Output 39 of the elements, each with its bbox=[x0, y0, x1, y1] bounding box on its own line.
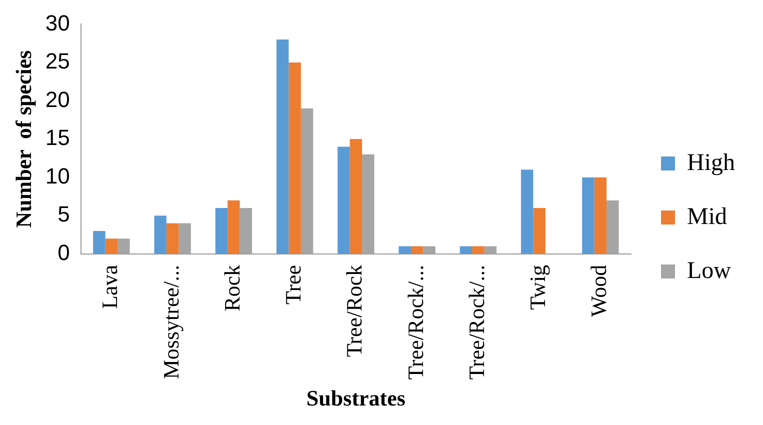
bar bbox=[460, 246, 472, 254]
y-tick-label: 15 bbox=[45, 125, 70, 150]
bar bbox=[338, 146, 350, 254]
bar bbox=[288, 62, 301, 254]
legend-label: Mid bbox=[687, 204, 728, 230]
bar bbox=[154, 216, 166, 254]
x-tick-label: Tree/Rock bbox=[342, 264, 367, 357]
bar bbox=[410, 246, 424, 254]
y-tick-label: 25 bbox=[45, 48, 70, 74]
bar bbox=[166, 223, 179, 254]
bar bbox=[350, 139, 362, 254]
bar bbox=[228, 200, 240, 254]
x-axis-title: Substrates bbox=[306, 385, 406, 410]
y-tick-label: 0 bbox=[58, 240, 70, 265]
x-tick-label: Tree bbox=[280, 264, 306, 304]
bar bbox=[93, 230, 106, 254]
bar bbox=[594, 177, 607, 254]
bar bbox=[276, 40, 289, 254]
x-tick-label: Twig bbox=[525, 264, 550, 310]
y-tick-label: 10 bbox=[45, 163, 70, 188]
x-tick-label: Rock bbox=[219, 264, 244, 312]
y-tick-label: 5 bbox=[58, 202, 70, 227]
x-tick-label: Wood bbox=[586, 264, 612, 317]
x-tick-label: Lava bbox=[97, 264, 122, 309]
legend-label: Low bbox=[687, 258, 732, 284]
x-tick-label: Tree/Rock/... bbox=[464, 264, 489, 380]
bar bbox=[215, 208, 228, 254]
x-tick-label: Tree/Rock/... bbox=[402, 264, 428, 380]
y-axis-title: Number of species bbox=[10, 50, 36, 228]
x-tick-label: Mossytree/... bbox=[158, 264, 184, 380]
bar bbox=[582, 177, 594, 254]
y-tick-label: 20 bbox=[45, 86, 70, 112]
bar bbox=[472, 246, 484, 254]
y-tick-label: 30 bbox=[45, 10, 70, 36]
bar bbox=[520, 170, 534, 254]
bar bbox=[398, 246, 411, 254]
bar bbox=[533, 208, 546, 254]
bar bbox=[105, 238, 118, 254]
legend-label: High bbox=[687, 150, 735, 176]
